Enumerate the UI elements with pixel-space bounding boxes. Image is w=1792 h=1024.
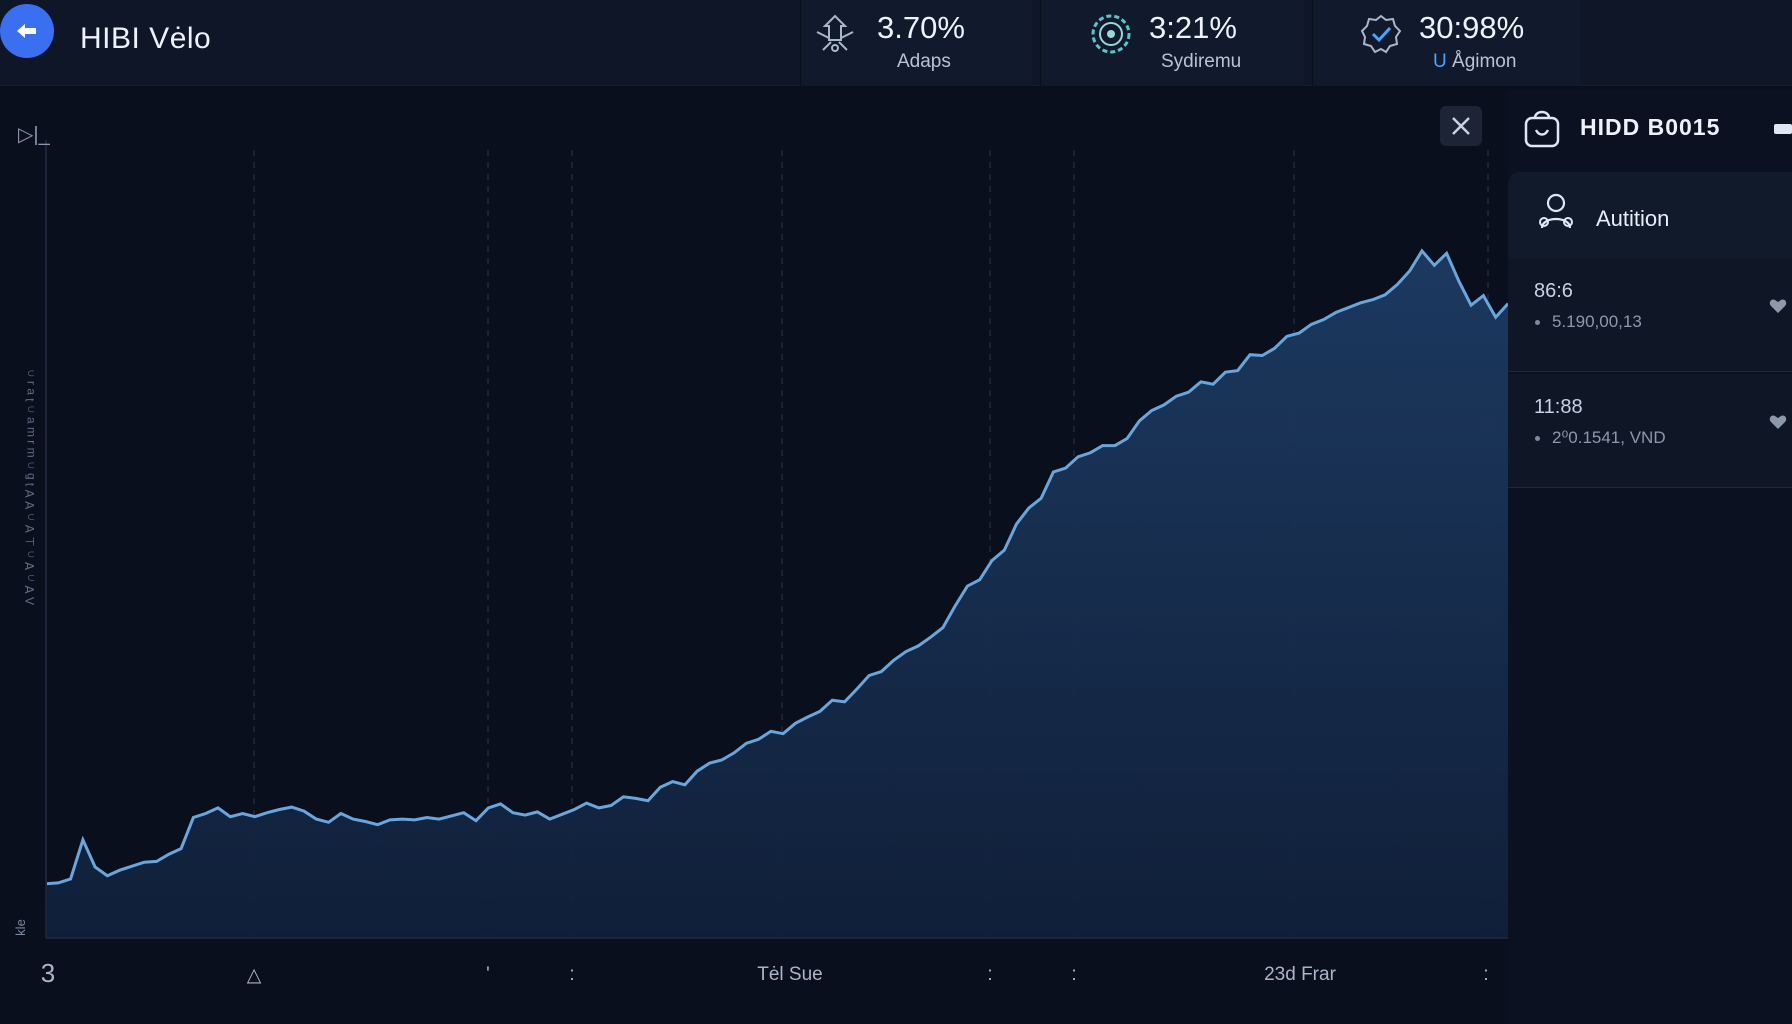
x-tick-label: :	[1071, 964, 1077, 985]
back-arrow-icon	[17, 24, 36, 38]
verified-check-icon	[1360, 14, 1402, 54]
stat-value: 30:98%	[1419, 10, 1525, 45]
section-title: Autition	[1596, 206, 1670, 231]
stat-label: Sydiremu	[1161, 51, 1242, 72]
item-subtitle: 5.190,00,13	[1552, 312, 1642, 331]
back-button[interactable]	[0, 4, 54, 58]
stat-label: Adaps	[897, 51, 951, 72]
panel-title: HIDD B0015	[1580, 114, 1721, 140]
series-line	[45, 248, 1508, 886]
heart-icon[interactable]	[1768, 412, 1788, 432]
stat-card-adaps[interactable]: 3.70% Adaps	[800, 0, 1032, 86]
close-chart-button[interactable]	[1440, 106, 1482, 146]
corner-label: kle	[12, 919, 28, 936]
stat-label: U Ågimon	[1433, 51, 1516, 73]
x-tick-label: Tėl Sue	[757, 964, 823, 985]
stat-label-accent: U	[1433, 51, 1447, 72]
x-tick-label: '	[486, 964, 490, 985]
area-fill	[46, 250, 1508, 938]
list-item[interactable]: 86:6 5.190,00,13	[1508, 258, 1792, 372]
stat-card-sydiremu[interactable]: 3:21% Sydiremu	[1040, 0, 1304, 86]
top-bar: HIBI Vėlo 3.70% Adaps 3:21% Sydiremu 30:…	[0, 0, 1792, 86]
stat-label-text: Ågimon	[1452, 51, 1517, 72]
shopping-bag-icon	[1524, 110, 1560, 148]
panel-collapse-button[interactable]	[1774, 124, 1792, 134]
panel-section-header[interactable]	[1508, 172, 1792, 258]
x-tick-label: :	[569, 964, 575, 985]
stat-value: 3.70%	[877, 10, 965, 45]
x-tick-label: △	[246, 965, 262, 986]
panel-header	[1508, 92, 1792, 168]
x-tick-label: 23d Frar	[1264, 964, 1336, 985]
group-icon	[1539, 193, 1573, 229]
stat-value: 3:21%	[1149, 10, 1237, 45]
list-item[interactable]: 11:88 2⁰0.1541, VND	[1508, 374, 1792, 488]
drone-icon	[816, 14, 854, 52]
bullet-dot	[1535, 436, 1540, 441]
item-title: 11:88	[1534, 396, 1583, 418]
x-tick-label: 3	[40, 958, 56, 988]
chart-toggle-control[interactable]: ▷|_	[18, 124, 50, 146]
y-axis-label: Ʌ Ɐ ∩ Ɐ ∩ ⊥ ∀ ∩ ∀ ∀ ʇ ƃ ∩ ɯ ɹ ɯ ɐ ∩ ʇ ɐ …	[23, 369, 37, 605]
heart-icon[interactable]	[1768, 296, 1788, 316]
item-title: 86:6	[1534, 280, 1573, 302]
item-subtitle: 2⁰0.1541, VND	[1552, 428, 1666, 447]
x-tick-label: :	[987, 964, 993, 985]
app-title: HIBI Vėlo	[80, 22, 212, 55]
area-chart	[45, 140, 1508, 939]
x-tick-label: :	[1483, 964, 1489, 985]
bullet-dot	[1535, 320, 1540, 325]
close-icon	[1452, 117, 1470, 135]
stat-card-agimon[interactable]: 30:98% U Ågimon	[1312, 0, 1580, 86]
gear-badge-icon	[1091, 14, 1131, 54]
